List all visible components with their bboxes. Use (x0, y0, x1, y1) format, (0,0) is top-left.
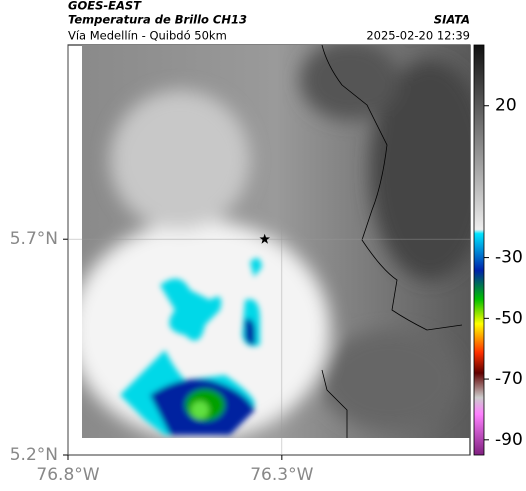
lat-tick-label: 5.2°N (10, 445, 58, 465)
colorbar (473, 44, 485, 456)
lon-tick-label: 76.3°W (250, 465, 313, 485)
location-marker (259, 233, 270, 244)
title: Temperatura de Brillo CH13 (68, 13, 247, 27)
colorbar-tick-label: -50 (495, 308, 523, 328)
satellite-image (82, 45, 470, 438)
lat-tick-label: 5.7°N (10, 229, 58, 249)
colorbar-tick-label: -90 (495, 430, 523, 450)
satellite: GOES-EAST (68, 0, 142, 13)
lon-tick-label: 76.8°W (36, 465, 99, 485)
source: SIATA (434, 13, 470, 27)
colorbar-tick-label: -70 (495, 369, 523, 389)
colorbar-tick-label: -30 (495, 248, 523, 268)
route: Vía Medellín - Quibdó 50km (68, 29, 227, 43)
colorbar-tick-label: 20 (495, 96, 517, 116)
datetime: 2025-02-20 12:39 (366, 29, 470, 43)
